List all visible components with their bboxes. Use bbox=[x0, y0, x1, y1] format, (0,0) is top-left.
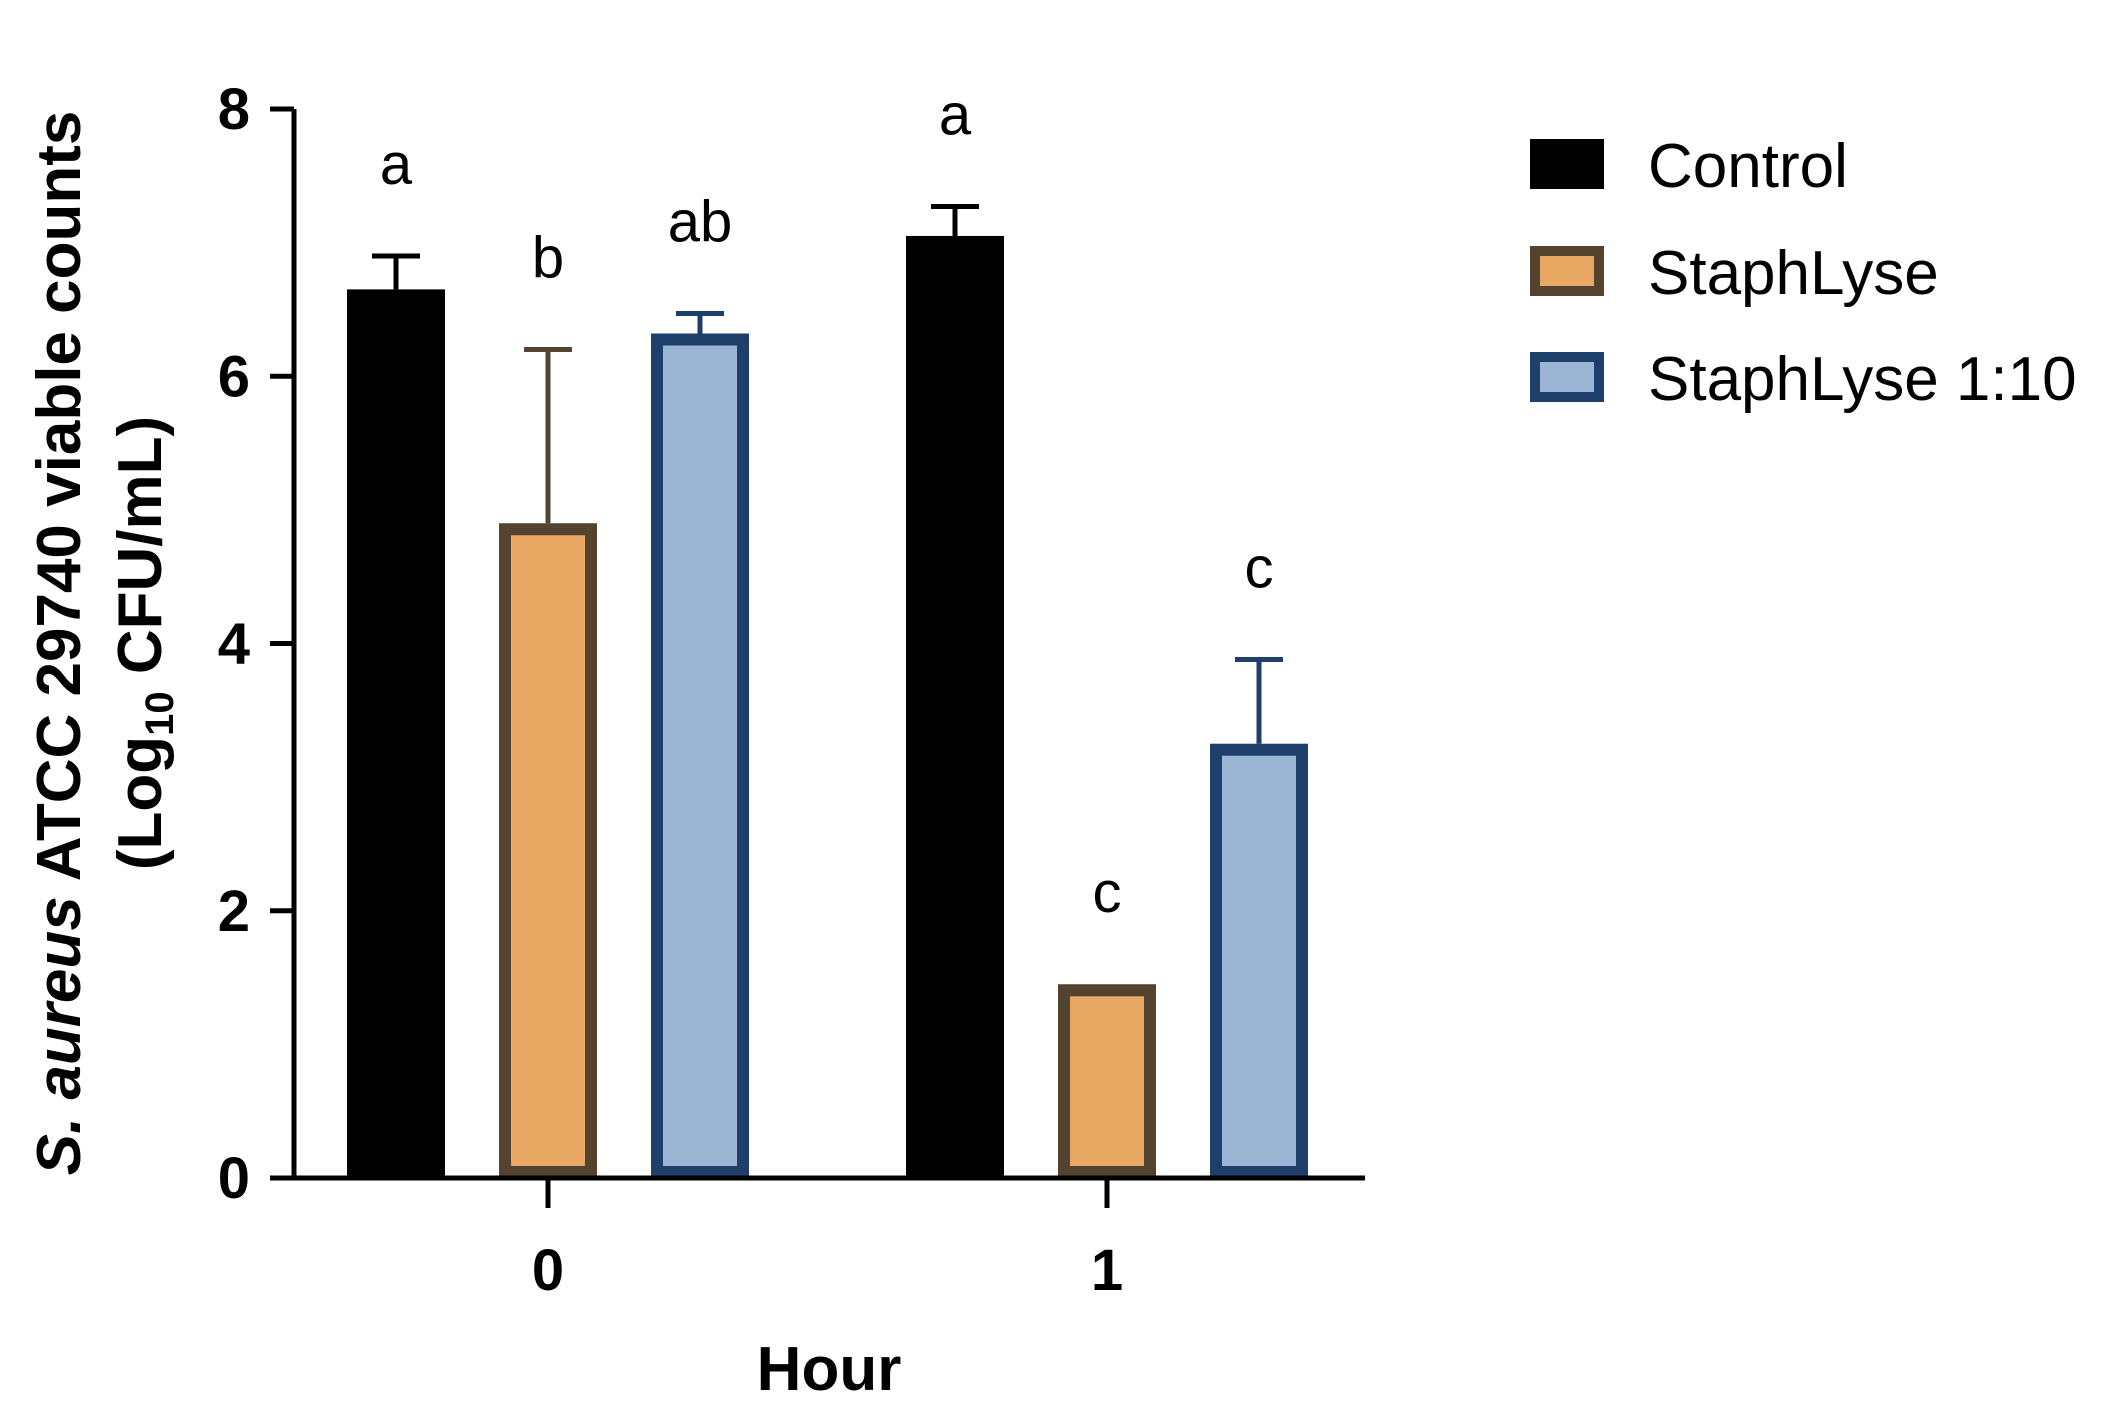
y-tick-label: 8 bbox=[218, 77, 250, 142]
y-axis-title-subscript: 10 bbox=[138, 691, 182, 736]
x-axis-title: Hour bbox=[757, 1335, 902, 1404]
y-tick-label: 4 bbox=[218, 612, 250, 677]
y-tick-label: 6 bbox=[218, 344, 250, 409]
significance-letter: c bbox=[1093, 860, 1122, 925]
y-axis-title-rest: ATCC 29740 viable counts bbox=[25, 111, 94, 897]
bar bbox=[1210, 743, 1308, 1178]
bar bbox=[651, 333, 749, 1178]
y-axis-title-suffix: CFU/mL) bbox=[106, 416, 175, 692]
significance-letter: ab bbox=[668, 189, 733, 254]
legend-swatch bbox=[1530, 139, 1604, 189]
legend-label: StaphLyse bbox=[1648, 239, 1939, 308]
y-tick-label: 0 bbox=[218, 1146, 250, 1211]
significance-letter: a bbox=[380, 132, 413, 197]
legend-label: Control bbox=[1648, 132, 1848, 201]
legend-swatch bbox=[1530, 246, 1604, 296]
significance-letter: a bbox=[939, 83, 972, 148]
y-tick-label: 2 bbox=[218, 879, 250, 944]
bar bbox=[906, 235, 1004, 1179]
significance-letter: c bbox=[1245, 536, 1274, 601]
legend: Control StaphLyse StaphLyse 1:10 bbox=[1530, 132, 2077, 414]
x-tick-label: 1 bbox=[1091, 1238, 1123, 1303]
legend-swatch bbox=[1530, 352, 1604, 402]
y-axis-title-line2: (Log10 CFU/mL) bbox=[106, 416, 182, 870]
y-axis-title-italic: S. aureus bbox=[25, 896, 94, 1175]
x-tick-label: 0 bbox=[532, 1238, 564, 1303]
bar bbox=[347, 289, 445, 1178]
bar bbox=[499, 523, 597, 1178]
bars-layer bbox=[347, 204, 1308, 1179]
significance-letter: b bbox=[532, 226, 564, 291]
legend-label: StaphLyse 1:10 bbox=[1648, 345, 2077, 414]
y-axis-title-line1: S. aureus ATCC 29740 viable counts bbox=[25, 111, 94, 1176]
axes-layer bbox=[291, 109, 1365, 1181]
y-axis-title-prefix: (Log bbox=[106, 736, 175, 870]
y-ticks: 0 2 4 6 8 bbox=[218, 77, 294, 1211]
bar bbox=[1058, 984, 1156, 1179]
